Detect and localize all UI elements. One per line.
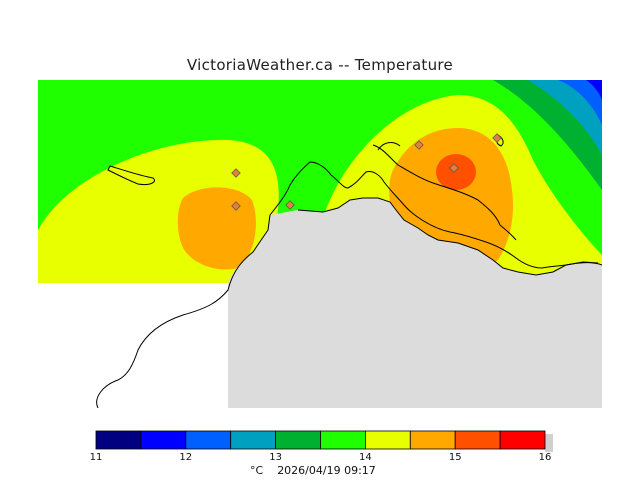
page-title: VictoriaWeather.ca -- Temperature xyxy=(186,56,454,74)
legend-swatch xyxy=(275,430,321,450)
legend-tick-label: 12 xyxy=(179,452,192,462)
no-data-area-lower xyxy=(38,283,228,408)
temp-band-12-5 xyxy=(528,80,602,155)
station-marker[interactable] xyxy=(231,201,241,211)
legend-swatches xyxy=(95,430,546,450)
footer-caption: °C 2026/04/19 09:17 xyxy=(250,464,376,477)
legend-tick-label: 16 xyxy=(539,452,552,462)
legend-tick-label: 15 xyxy=(449,452,462,462)
legend-swatch xyxy=(140,430,187,450)
temperature-map xyxy=(38,80,602,408)
station-marker[interactable] xyxy=(492,133,502,143)
legend-swatch xyxy=(499,430,546,450)
legend-swatch xyxy=(95,430,142,450)
temp-band-11-5 xyxy=(586,80,602,100)
legend-swatch xyxy=(320,430,366,450)
legend-tick-label: 11 xyxy=(90,452,102,462)
weather-stations xyxy=(231,133,502,211)
legend-tick-label: 13 xyxy=(269,452,282,462)
color-legend: 11 12 13 14 15 16 xyxy=(90,430,553,462)
legend-swatch xyxy=(409,430,456,450)
legend-ticks: 11 12 13 14 15 16 xyxy=(90,452,551,462)
legend-swatch xyxy=(185,430,232,450)
legend-swatch xyxy=(364,430,411,450)
station-marker[interactable] xyxy=(285,200,295,210)
station-marker[interactable] xyxy=(231,168,241,178)
station-marker[interactable] xyxy=(414,140,424,150)
temp-band-15 xyxy=(436,154,476,190)
station-marker[interactable] xyxy=(449,163,459,173)
legend-swatch xyxy=(454,430,501,450)
legend-tick-label: 14 xyxy=(359,452,372,462)
timestamp: 2026/04/19 09:17 xyxy=(277,464,376,477)
coastline xyxy=(96,134,602,408)
temp-band-12 xyxy=(558,80,602,125)
legend-swatch xyxy=(230,430,276,450)
unit-label: °C xyxy=(250,464,264,477)
legend-shadow xyxy=(545,434,553,452)
